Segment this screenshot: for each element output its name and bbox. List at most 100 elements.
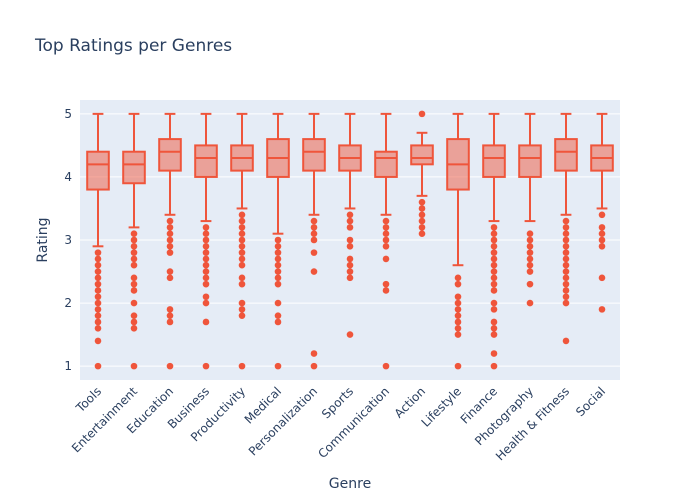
- box-action: [410, 110, 434, 237]
- outlier-point: [310, 268, 318, 275]
- outlier-point: [202, 274, 210, 282]
- outlier-point: [454, 362, 462, 370]
- outlier-point: [418, 211, 426, 219]
- box-photography: [518, 112, 542, 307]
- outlier-point: [598, 224, 606, 231]
- box-business: [194, 112, 218, 370]
- outlier-point: [490, 350, 498, 357]
- box-iqr: [518, 144, 542, 178]
- outlier-point: [202, 224, 210, 231]
- outlier-point: [94, 287, 102, 294]
- outlier-point: [238, 312, 246, 319]
- outlier-point: [130, 236, 138, 244]
- box-iqr: [194, 144, 218, 178]
- outlier-point: [382, 280, 390, 288]
- outlier-point: [562, 243, 570, 250]
- outlier-point: [310, 362, 318, 370]
- outlier-point: [166, 236, 174, 244]
- outlier-point: [382, 224, 390, 231]
- outlier-point: [418, 217, 426, 225]
- outlier-point: [454, 293, 462, 301]
- outlier-point: [202, 261, 210, 269]
- outlier-point: [274, 318, 282, 326]
- outlier-point: [454, 324, 462, 332]
- outlier-point: [526, 236, 534, 244]
- outlier-point: [490, 299, 498, 307]
- outlier-point: [274, 280, 282, 288]
- outlier-point: [562, 261, 570, 269]
- outlier-point: [274, 312, 282, 319]
- outlier-point: [490, 261, 498, 269]
- outlier-point: [490, 287, 498, 294]
- outlier-point: [490, 318, 498, 326]
- outlier-point: [166, 268, 174, 275]
- box-iqr: [122, 150, 146, 185]
- outlier-point: [202, 236, 210, 244]
- box-iqr: [158, 138, 182, 172]
- outlier-point: [526, 243, 534, 250]
- outlier-point: [130, 249, 138, 256]
- outlier-point: [274, 274, 282, 282]
- outlier-point: [562, 224, 570, 231]
- outlier-point: [490, 230, 498, 237]
- box-tools: [86, 112, 110, 370]
- outlier-point: [382, 362, 390, 370]
- outlier-point: [562, 217, 570, 225]
- outlier-point: [418, 110, 426, 118]
- outlier-point: [94, 324, 102, 332]
- outlier-point: [94, 261, 102, 269]
- outlier-point: [310, 350, 318, 357]
- outlier-point: [238, 217, 246, 225]
- box-productivity: [230, 112, 254, 370]
- outlier-point: [130, 261, 138, 269]
- outlier-point: [130, 324, 138, 332]
- outlier-point: [94, 362, 102, 370]
- boxes-layer: [86, 110, 614, 370]
- outlier-point: [238, 274, 246, 282]
- outlier-point: [346, 261, 354, 269]
- outlier-point: [346, 331, 354, 338]
- outlier-point: [562, 236, 570, 244]
- outlier-point: [562, 268, 570, 275]
- outlier-point: [490, 224, 498, 231]
- outlier-point: [238, 261, 246, 269]
- outlier-point: [454, 312, 462, 319]
- outlier-point: [598, 243, 606, 250]
- outlier-point: [454, 331, 462, 338]
- outlier-point: [130, 312, 138, 319]
- outlier-point: [382, 243, 390, 250]
- outlier-point: [526, 268, 534, 275]
- outlier-point: [238, 224, 246, 231]
- outlier-point: [598, 230, 606, 237]
- outlier-point: [94, 312, 102, 319]
- outlier-point: [418, 205, 426, 212]
- outlier-point: [238, 280, 246, 288]
- outlier-point: [490, 306, 498, 313]
- outlier-point: [166, 318, 174, 326]
- outlier-point: [526, 261, 534, 269]
- outlier-point: [490, 331, 498, 338]
- outlier-point: [346, 274, 354, 282]
- outlier-point: [130, 318, 138, 326]
- y-tick-label: 2: [64, 296, 72, 310]
- outlier-point: [238, 255, 246, 263]
- outlier-point: [526, 299, 534, 307]
- outlier-point: [274, 243, 282, 250]
- outlier-point: [346, 255, 354, 263]
- box-education: [158, 112, 182, 370]
- outlier-point: [130, 287, 138, 294]
- box-iqr: [482, 144, 506, 178]
- outlier-point: [310, 236, 318, 244]
- outlier-point: [490, 255, 498, 263]
- y-tick-label: 3: [64, 233, 72, 247]
- box-communication: [374, 112, 398, 370]
- outlier-point: [490, 280, 498, 288]
- outlier-point: [598, 211, 606, 219]
- box-entertainment: [122, 112, 146, 370]
- y-tick-label: 1: [64, 359, 72, 373]
- outlier-point: [166, 362, 174, 370]
- outlier-point: [562, 280, 570, 288]
- outlier-point: [454, 299, 462, 307]
